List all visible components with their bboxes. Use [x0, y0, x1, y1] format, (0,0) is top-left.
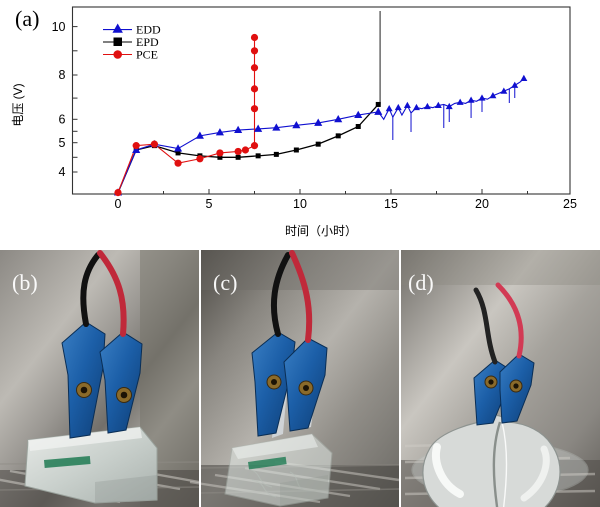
svg-text:6: 6	[59, 113, 66, 127]
svg-text:电压 (V): 电压 (V)	[11, 83, 25, 126]
svg-text:PCE: PCE	[136, 48, 158, 62]
svg-text:20: 20	[475, 197, 489, 211]
svg-text:5: 5	[59, 136, 66, 150]
svg-text:0: 0	[115, 197, 122, 211]
svg-text:(b): (b)	[12, 270, 38, 295]
svg-text:(a): (a)	[15, 6, 39, 31]
svg-text:10: 10	[293, 197, 307, 211]
svg-text:4: 4	[59, 165, 66, 179]
svg-text:(d): (d)	[408, 270, 434, 295]
svg-text:10: 10	[52, 20, 66, 34]
svg-text:(c): (c)	[213, 270, 237, 295]
svg-text:15: 15	[384, 197, 398, 211]
svg-text:时间（小时）: 时间（小时）	[285, 224, 357, 238]
svg-text:25: 25	[563, 197, 577, 211]
svg-text:8: 8	[59, 68, 66, 82]
svg-text:5: 5	[206, 197, 213, 211]
